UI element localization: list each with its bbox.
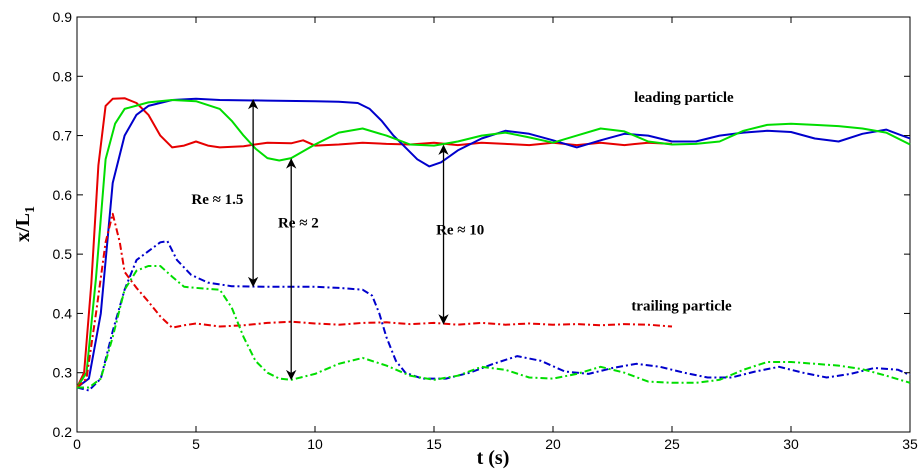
annotation-layer: leading particle trailing particle Re ≈ 1.… [191, 90, 734, 315]
y-tick-label: 0.5 [53, 246, 73, 262]
y-tick-label: 0.3 [53, 365, 73, 381]
annotation-label: Re ≈ 1.5 [191, 192, 243, 208]
x-tick-label: 0 [73, 436, 81, 452]
y-tick-label: 0.2 [53, 424, 73, 440]
leading-particle-series-0 [76, 97, 673, 388]
arrow-layer [247, 98, 449, 381]
y-axis-label: x/L1 [12, 206, 38, 242]
x-tick-label: 35 [902, 436, 918, 452]
y-tick-label: 0.4 [53, 305, 73, 321]
series-layer [76, 97, 911, 392]
x-tick-label: 25 [664, 436, 680, 452]
y-tick-label: 0.6 [53, 187, 73, 203]
y-tick-label: 0.7 [53, 128, 73, 144]
y-tick-label: 0.9 [53, 9, 73, 25]
annotation-label: leading particle [634, 90, 734, 106]
y-axis-label-subscript: 1 [23, 206, 38, 213]
plot-frame [76, 16, 911, 433]
x-tick-label: 10 [307, 436, 323, 452]
annotation-label: Re ≈ 2 [278, 215, 319, 231]
leading-particle-series-2 [76, 99, 911, 389]
annotation-label: Re ≈ 10 [436, 223, 484, 239]
x-tick-label: 5 [192, 436, 200, 452]
leading-particle-series-1 [76, 97, 911, 389]
x-tick-label: 15 [426, 436, 442, 452]
y-tick-label: 0.8 [53, 68, 73, 84]
x-tick-label: 20 [545, 436, 561, 452]
trailing-particle-series-5 [77, 265, 911, 389]
x-tick-label: 30 [783, 436, 799, 452]
x-axis-label: t (s) [477, 447, 510, 469]
ticks-layer: 0 5 10 15 20 25 30 35 0.2 0.3 0.4 0.5 0.6 0.7 0.8 0.9 [53, 9, 918, 452]
annotation-label: trailing particle [631, 298, 732, 314]
y-axis-label-main: x/L [12, 213, 34, 242]
